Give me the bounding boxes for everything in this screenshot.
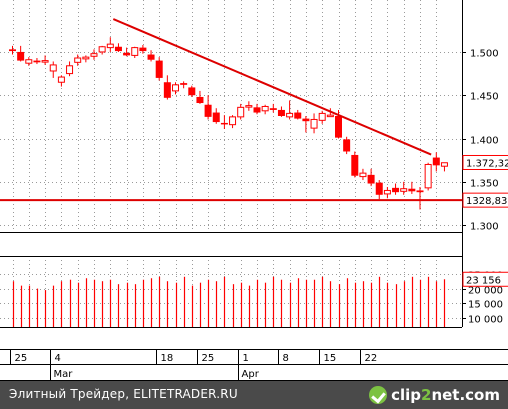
candle-body-up bbox=[90, 53, 98, 57]
candle-body-down bbox=[196, 96, 204, 104]
candle-body-up bbox=[261, 105, 269, 112]
candle-body-down bbox=[9, 49, 16, 52]
candle-body-up bbox=[310, 118, 318, 129]
support-price-label-text: 1328,83 bbox=[466, 196, 507, 207]
candle-body-down bbox=[416, 190, 424, 193]
day-label: 1 bbox=[243, 353, 249, 364]
candle-body-down bbox=[123, 52, 131, 56]
day-label: 25 bbox=[202, 353, 215, 364]
candle-body-up bbox=[131, 47, 139, 56]
candle-body-down bbox=[408, 188, 416, 192]
candle-body-up bbox=[57, 76, 65, 83]
candle-body-down bbox=[269, 108, 277, 110]
candle-body-down bbox=[212, 112, 220, 123]
day-label: 25 bbox=[15, 353, 28, 364]
month-label: Apr bbox=[242, 369, 260, 380]
candlestick-series bbox=[9, 37, 448, 210]
candle-body-down bbox=[139, 47, 147, 52]
price-tick-label: 1.500 bbox=[470, 49, 499, 60]
candle-body-up bbox=[98, 46, 106, 53]
candle-body-down bbox=[147, 54, 155, 60]
volume-series bbox=[12, 276, 446, 327]
candle-body-up bbox=[359, 172, 367, 178]
last-volume-label-box bbox=[462, 271, 508, 287]
candle-body-up bbox=[49, 64, 57, 72]
candle-body-down bbox=[343, 139, 351, 152]
candle-body-up bbox=[74, 57, 82, 63]
day-label: 8 bbox=[283, 353, 289, 364]
candle-body-down bbox=[392, 187, 400, 193]
last-price-label: 1.372,32 bbox=[462, 154, 508, 170]
downtrend-line bbox=[112, 18, 432, 156]
candle-body-up bbox=[440, 162, 448, 167]
support-price-label-box bbox=[462, 192, 508, 208]
candle-body-down bbox=[188, 87, 196, 96]
candle-body-up bbox=[400, 188, 408, 192]
day-label: 18 bbox=[161, 353, 174, 364]
candle-body-up bbox=[383, 189, 391, 195]
candle-body-up bbox=[424, 163, 432, 189]
candle-body-down bbox=[114, 46, 122, 52]
candle-body-down bbox=[33, 60, 41, 63]
candle-body-down bbox=[351, 154, 359, 176]
candle-body-down bbox=[335, 116, 342, 138]
last-price-label-box bbox=[462, 154, 508, 170]
price-axis: 1.300 1.350 1.400 1.450 1.500 bbox=[0, 0, 499, 327]
trend-lines bbox=[0, 18, 462, 202]
candle-body-down bbox=[204, 104, 212, 117]
footer-bar: Элитный Трейдер, ELITETRADER.RU clip2net… bbox=[0, 381, 508, 409]
candle-body-down bbox=[294, 112, 302, 119]
candle-body-up bbox=[237, 106, 245, 118]
candle-body-up bbox=[66, 65, 74, 75]
candle-body-up bbox=[25, 59, 33, 64]
candle-body-down bbox=[155, 60, 163, 78]
candle-body-down bbox=[367, 174, 375, 184]
candle-body-up bbox=[106, 43, 114, 49]
clip2net-logo[interactable]: clip2net.com bbox=[369, 385, 500, 405]
day-label: 15 bbox=[324, 353, 337, 364]
volume-grid bbox=[0, 274, 462, 319]
month-label: Mar bbox=[54, 369, 74, 380]
last-volume-label: 23 156 bbox=[462, 271, 508, 287]
last-price-label-text: 1.372,32 bbox=[466, 158, 508, 169]
price-tick-label: 1.400 bbox=[470, 136, 499, 147]
candle-body-down bbox=[432, 157, 440, 166]
candle-body-down bbox=[253, 107, 261, 113]
candle-body-down bbox=[220, 122, 228, 125]
source-caption: Элитный Трейдер, ELITETRADER.RU bbox=[9, 387, 238, 401]
candle-body-down bbox=[17, 51, 25, 61]
price-tick-label: 1.450 bbox=[470, 92, 499, 103]
logo-text: clip2net.com bbox=[391, 386, 500, 404]
candle-body-up bbox=[326, 114, 334, 118]
candle-body-down bbox=[180, 83, 188, 85]
volume-tick-label: 10 000 bbox=[468, 315, 503, 326]
price-tick-label: 1.300 bbox=[470, 222, 499, 233]
candle-body-up bbox=[318, 112, 326, 121]
price-tick-label: 1.350 bbox=[470, 179, 499, 190]
candle-body-up bbox=[229, 116, 237, 126]
volume-tick-label: 20 000 bbox=[468, 286, 503, 297]
stock-chart: 1.300 1.350 1.400 1.450 1.500 10 000 15 000 20… bbox=[0, 0, 508, 381]
day-label: 4 bbox=[55, 353, 61, 364]
candle-body-up bbox=[82, 56, 90, 60]
candle-body-down bbox=[277, 109, 285, 116]
support-price-label: 1328,83 bbox=[462, 192, 508, 208]
candle-body-up bbox=[172, 84, 179, 92]
checkmark-icon bbox=[369, 386, 388, 404]
price-grid bbox=[0, 52, 462, 226]
candle-body-down bbox=[302, 118, 310, 122]
candle-body-down bbox=[163, 82, 171, 98]
volume-tick-label: 15 000 bbox=[468, 300, 503, 311]
candle-body-up bbox=[245, 105, 253, 108]
candle-body-up bbox=[286, 112, 294, 118]
candle-body-down bbox=[375, 182, 383, 195]
last-volume-label-text: 23 156 bbox=[466, 275, 501, 286]
candle-body-up bbox=[41, 60, 49, 63]
value-labels: 1.372,32 1328,83 23 156 bbox=[462, 154, 508, 287]
day-label: 22 bbox=[365, 353, 378, 364]
